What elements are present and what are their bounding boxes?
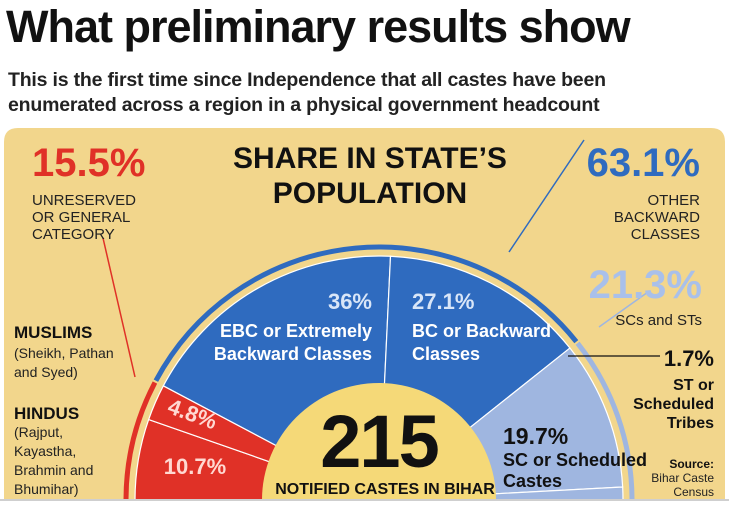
group-value-unreserved: 15.5% bbox=[32, 141, 145, 185]
hindus-title: HINDUS bbox=[14, 404, 79, 423]
group-label-obc-1: OTHER bbox=[648, 192, 701, 209]
slice-value-ebc: 36% bbox=[328, 289, 372, 314]
hindus-detail-4: Bhumihar) bbox=[14, 481, 79, 497]
slice-label-st-1: ST or bbox=[673, 377, 714, 394]
group-label-obc-2: BACKWARD bbox=[614, 209, 700, 226]
slice-value-bc: 27.1% bbox=[412, 289, 474, 314]
center-hub bbox=[262, 383, 496, 500]
subtitle-line-2: enumerated across a region in a physical… bbox=[8, 94, 600, 116]
slice-label-ebc-1: EBC or Extremely bbox=[220, 321, 372, 341]
slice-value-st: 1.7% bbox=[664, 346, 714, 371]
source-text-2: Census bbox=[673, 485, 714, 499]
slice-label-sc-1: SC or Scheduled bbox=[503, 450, 647, 470]
group-label-sc-st-1: SCs and STs bbox=[615, 312, 702, 329]
source-text-1: Bihar Caste bbox=[651, 471, 714, 485]
hindus-detail-2: Kayastha, bbox=[14, 443, 76, 459]
leader-unreserved bbox=[102, 237, 136, 378]
group-arc-3 bbox=[575, 341, 635, 499]
chart-title-line-1: SHARE IN STATE’S bbox=[233, 142, 507, 175]
slice-label-st-2: Scheduled bbox=[633, 396, 714, 413]
group-label-unreserved-1: UNRESERVED bbox=[32, 192, 136, 209]
group-value-sc-st: 21.3% bbox=[589, 263, 702, 307]
slice-label-bc-2: Classes bbox=[412, 344, 480, 364]
slice-label-ebc-2: Backward Classes bbox=[214, 344, 372, 364]
center-number: 215 bbox=[320, 400, 438, 483]
group-arc-2 bbox=[153, 244, 579, 382]
slice-label-st-3: Tribes bbox=[667, 415, 714, 432]
center-label: NOTIFIED CASTES IN BIHAR bbox=[275, 481, 495, 498]
group-arc-1 bbox=[123, 381, 158, 499]
group-label-unreserved-3: CATEGORY bbox=[32, 226, 115, 243]
chart-title-line-2: POPULATION bbox=[273, 177, 467, 210]
slice-label-bc-1: BC or Backward bbox=[412, 321, 551, 341]
hindus-detail-3: Brahmin and bbox=[14, 462, 93, 478]
slice-label-sc-2: Castes bbox=[503, 471, 562, 491]
group-value-obc: 63.1% bbox=[587, 141, 700, 185]
group-label-unreserved-2: OR GENERAL bbox=[32, 209, 130, 226]
muslims-detail-1: (Sheikh, Pathan bbox=[14, 345, 114, 361]
slice-value-sc: 19.7% bbox=[503, 423, 568, 449]
slice-value-hindus: 10.7% bbox=[164, 454, 226, 479]
leader-obc bbox=[508, 139, 585, 253]
muslims-title: MUSLIMS bbox=[14, 323, 92, 342]
muslims-detail-2: and Syed) bbox=[14, 364, 78, 380]
headline: What preliminary results show bbox=[6, 1, 631, 52]
hindus-detail-1: (Rajput, bbox=[14, 424, 63, 440]
source-label: Source: bbox=[669, 457, 714, 471]
group-label-obc-3: CLASSES bbox=[631, 226, 700, 243]
subtitle-line-1: This is the first time since Independenc… bbox=[8, 69, 606, 91]
leader-sc-st bbox=[598, 291, 649, 328]
